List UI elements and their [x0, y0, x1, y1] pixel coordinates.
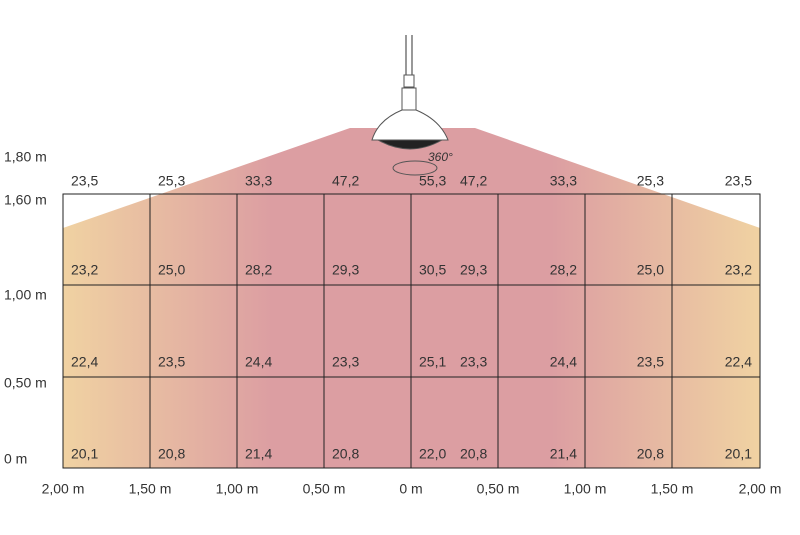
temperature-value: 23,2 [71, 262, 98, 278]
temperature-value: 20,8 [158, 446, 185, 462]
temperature-value: 47,2 [332, 173, 359, 189]
x-axis-label: 0,50 m [477, 481, 520, 497]
temperature-value: 20,8 [460, 446, 487, 462]
x-axis-label: 1,50 m [651, 481, 694, 497]
temperature-value: 29,3 [460, 262, 487, 278]
temperature-value: 25,3 [158, 173, 185, 189]
temperature-value: 29,3 [332, 262, 359, 278]
y-axis-label: 0,50 m [4, 375, 47, 391]
y-axis-label: 0 m [4, 451, 27, 467]
y-axis-label: 1,60 m [4, 192, 47, 208]
temperature-value: 20,1 [725, 446, 752, 462]
x-axis-label: 1,00 m [564, 481, 607, 497]
temperature-value: 24,4 [245, 354, 272, 370]
temperature-value: 23,3 [332, 354, 359, 370]
temperature-value: 25,0 [637, 262, 664, 278]
temperature-value: 20,8 [637, 446, 664, 462]
y-axis-label: 1,00 m [4, 287, 47, 303]
temperature-value: 21,4 [550, 446, 577, 462]
temperature-value: 25,3 [637, 173, 664, 189]
x-axis-label: 2,00 m [739, 481, 782, 497]
temperature-value: 20,8 [332, 446, 359, 462]
temperature-value: 30,5 [419, 262, 446, 278]
x-axis-label: 1,00 m [216, 481, 259, 497]
temperature-value: 33,3 [550, 173, 577, 189]
temperature-value: 23,5 [725, 173, 752, 189]
annotation: 360° [428, 150, 453, 164]
temperature-value: 21,4 [245, 446, 272, 462]
temperature-value: 20,1 [71, 446, 98, 462]
temperature-value: 33,3 [245, 173, 272, 189]
temperature-value: 22,4 [71, 354, 98, 370]
temperature-value: 22,0 [419, 446, 446, 462]
temperature-value: 23,5 [71, 173, 98, 189]
x-axis-label: 0,50 m [303, 481, 346, 497]
temperature-value: 55,3 [419, 173, 446, 189]
temperature-value: 47,2 [460, 173, 487, 189]
temperature-value: 28,2 [550, 262, 577, 278]
x-axis-label: 0 m [399, 481, 422, 497]
temperature-value: 25,0 [158, 262, 185, 278]
temperature-value: 23,2 [725, 262, 752, 278]
temperature-value: 24,4 [550, 354, 577, 370]
temperature-value: 25,1 [419, 354, 446, 370]
temperature-value: 23,5 [637, 354, 664, 370]
temperature-value: 23,5 [158, 354, 185, 370]
temperature-value: 23,3 [460, 354, 487, 370]
x-axis-label: 2,00 m [42, 481, 85, 497]
temperature-value: 28,2 [245, 262, 272, 278]
lamp [371, 35, 449, 176]
y-axis-label: 1,80 m [4, 149, 47, 165]
temperature-value: 22,4 [725, 354, 752, 370]
x-axis-label: 1,50 m [129, 481, 172, 497]
